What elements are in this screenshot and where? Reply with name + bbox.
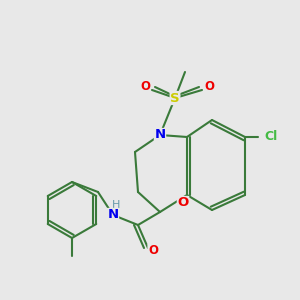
Text: N: N (107, 208, 118, 221)
Text: O: O (148, 244, 158, 257)
Text: S: S (170, 92, 180, 104)
Text: O: O (177, 196, 189, 209)
Text: N: N (154, 128, 166, 142)
Text: O: O (204, 80, 214, 92)
Text: H: H (112, 200, 120, 210)
Text: O: O (140, 80, 150, 92)
Text: Cl: Cl (264, 130, 278, 143)
